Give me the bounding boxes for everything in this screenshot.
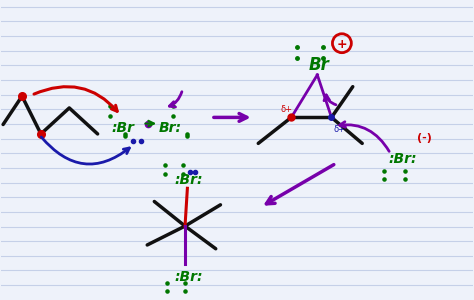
Text: (-): (-) [418, 133, 432, 143]
Text: δ+: δ+ [281, 105, 293, 114]
Text: :Br:: :Br: [388, 152, 417, 166]
Text: Br: Br [309, 56, 330, 74]
Text: +: + [337, 38, 347, 51]
Text: :Br:: :Br: [174, 173, 203, 187]
Text: :Br:: :Br: [174, 270, 203, 284]
Text: δ+: δ+ [333, 124, 346, 134]
Text: :Br: :Br [112, 121, 135, 135]
Text: Br:: Br: [159, 121, 182, 135]
